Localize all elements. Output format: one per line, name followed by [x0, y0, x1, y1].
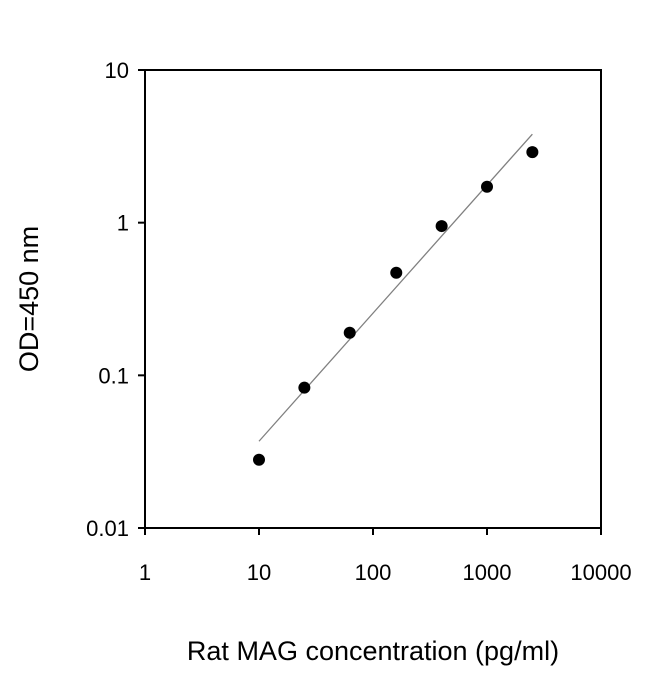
y-tick-label: 0.01 [86, 516, 129, 541]
x-tick-label: 100 [355, 560, 392, 585]
data-point [526, 146, 539, 159]
plot-frame [144, 69, 602, 529]
y-tick-label: 0.1 [98, 363, 129, 388]
x-tick-label: 10 [247, 560, 271, 585]
x-axis-label: Rat MAG concentration (pg/ml) [187, 636, 559, 666]
data-point [481, 180, 493, 193]
axes [144, 69, 602, 529]
fit-line [258, 133, 533, 442]
data-point [343, 326, 356, 339]
ticks: 1 10 100 1000 10000 0.01 0.1 1 10 [86, 58, 631, 585]
x-tick-label: 10000 [570, 560, 631, 585]
y-tick-label: 10 [105, 58, 129, 83]
x-tick-label: 1 [139, 560, 151, 585]
y-axis-label: OD=450 nm [14, 226, 44, 372]
data-point [435, 220, 448, 233]
x-tick-label: 1000 [463, 560, 512, 585]
marks [253, 133, 539, 466]
data-point [253, 453, 265, 466]
data-point [298, 381, 311, 394]
y-tick-label: 1 [117, 211, 129, 236]
data-point [390, 266, 403, 279]
